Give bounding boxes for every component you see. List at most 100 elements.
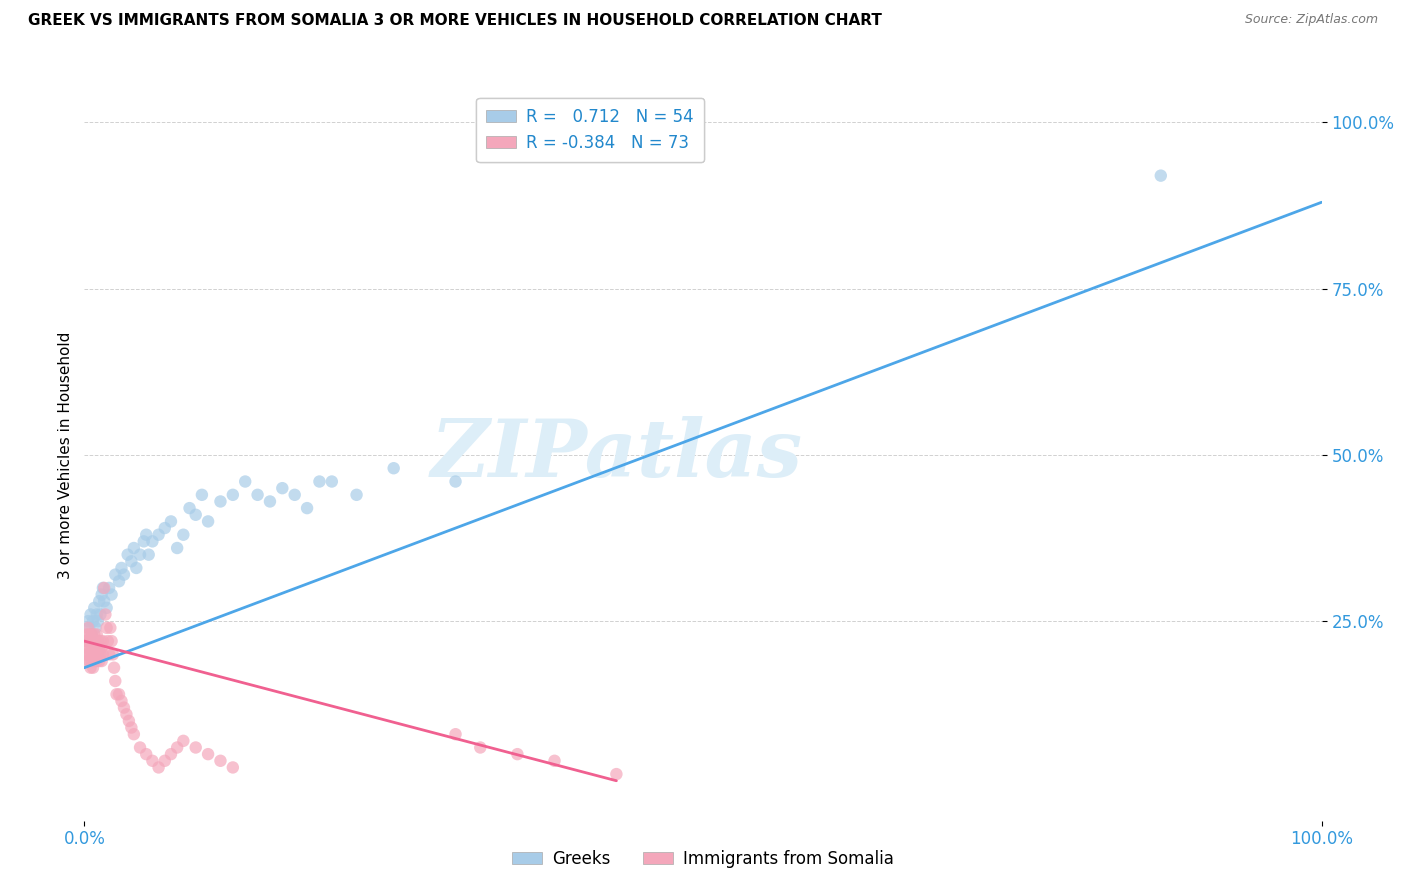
Text: GREEK VS IMMIGRANTS FROM SOMALIA 3 OR MORE VEHICLES IN HOUSEHOLD CORRELATION CHA: GREEK VS IMMIGRANTS FROM SOMALIA 3 OR MO… <box>28 13 882 29</box>
Point <box>76 654 98 668</box>
Point <box>321 475 343 489</box>
Point <box>122 727 145 741</box>
Point <box>346 488 368 502</box>
Point <box>84 621 107 635</box>
Point <box>80 627 103 641</box>
Point <box>110 561 132 575</box>
Point <box>101 648 124 662</box>
Text: ZIPatlas: ZIPatlas <box>430 417 803 493</box>
Point <box>79 654 101 668</box>
Point <box>82 648 104 662</box>
Point <box>197 747 219 761</box>
Point <box>82 634 104 648</box>
Point <box>89 607 111 622</box>
Point <box>103 661 125 675</box>
Point <box>79 627 101 641</box>
Point <box>75 648 97 662</box>
Point <box>284 488 307 502</box>
Point <box>84 634 107 648</box>
Point <box>184 508 207 522</box>
Point <box>86 607 108 622</box>
Point <box>172 734 194 748</box>
Point <box>197 515 219 529</box>
Point <box>90 654 112 668</box>
Point <box>77 648 100 662</box>
Point <box>91 648 114 662</box>
Point <box>108 687 131 701</box>
Point <box>233 475 256 489</box>
Point <box>91 634 114 648</box>
Point <box>222 760 245 774</box>
Point <box>470 740 492 755</box>
Point <box>83 627 105 641</box>
Point <box>79 640 101 655</box>
Point <box>108 574 131 589</box>
Point <box>89 654 111 668</box>
Point <box>120 554 142 568</box>
Point <box>93 594 115 608</box>
Point <box>104 673 127 688</box>
Y-axis label: 3 or more Vehicles in Household: 3 or more Vehicles in Household <box>58 331 73 579</box>
Point <box>132 534 155 549</box>
Point <box>77 614 100 628</box>
Point <box>115 707 138 722</box>
Point <box>75 634 97 648</box>
Point <box>122 541 145 555</box>
Point <box>112 700 135 714</box>
Point <box>86 640 108 655</box>
Point <box>191 488 214 502</box>
Point <box>120 721 142 735</box>
Point <box>83 600 105 615</box>
Point <box>94 607 117 622</box>
Point <box>80 640 103 655</box>
Point <box>172 527 194 541</box>
Point <box>105 687 128 701</box>
Point <box>160 515 183 529</box>
Point <box>117 548 139 562</box>
Point <box>295 501 318 516</box>
Point <box>89 648 111 662</box>
Point <box>96 621 118 635</box>
Point <box>141 534 163 549</box>
Point <box>153 754 176 768</box>
Point <box>82 661 104 675</box>
Point <box>83 640 105 655</box>
Point <box>79 607 101 622</box>
Point <box>97 634 120 648</box>
Point <box>76 640 98 655</box>
Point <box>104 567 127 582</box>
Point <box>100 634 122 648</box>
Point <box>77 634 100 648</box>
Point <box>222 488 245 502</box>
Point <box>80 627 103 641</box>
Point <box>543 754 565 768</box>
Point <box>79 661 101 675</box>
Point <box>444 727 467 741</box>
Point <box>89 640 111 655</box>
Point <box>160 747 183 761</box>
Point <box>184 740 207 755</box>
Point <box>153 521 176 535</box>
Point <box>166 541 188 555</box>
Legend: Greeks, Immigrants from Somalia: Greeks, Immigrants from Somalia <box>505 844 901 875</box>
Text: Source: ZipAtlas.com: Source: ZipAtlas.com <box>1244 13 1378 27</box>
Point <box>148 527 170 541</box>
Point <box>80 654 103 668</box>
Point <box>84 648 107 662</box>
Point <box>77 621 100 635</box>
Point <box>93 581 115 595</box>
Point <box>118 714 141 728</box>
Point <box>246 488 269 502</box>
Point <box>87 648 110 662</box>
Point <box>98 581 121 595</box>
Point <box>90 640 112 655</box>
Point <box>79 648 101 662</box>
Point <box>141 754 163 768</box>
Point <box>90 588 112 602</box>
Point <box>86 627 108 641</box>
Point <box>89 594 111 608</box>
Point <box>148 760 170 774</box>
Point <box>98 648 121 662</box>
Point <box>98 621 121 635</box>
Point <box>1150 169 1173 183</box>
